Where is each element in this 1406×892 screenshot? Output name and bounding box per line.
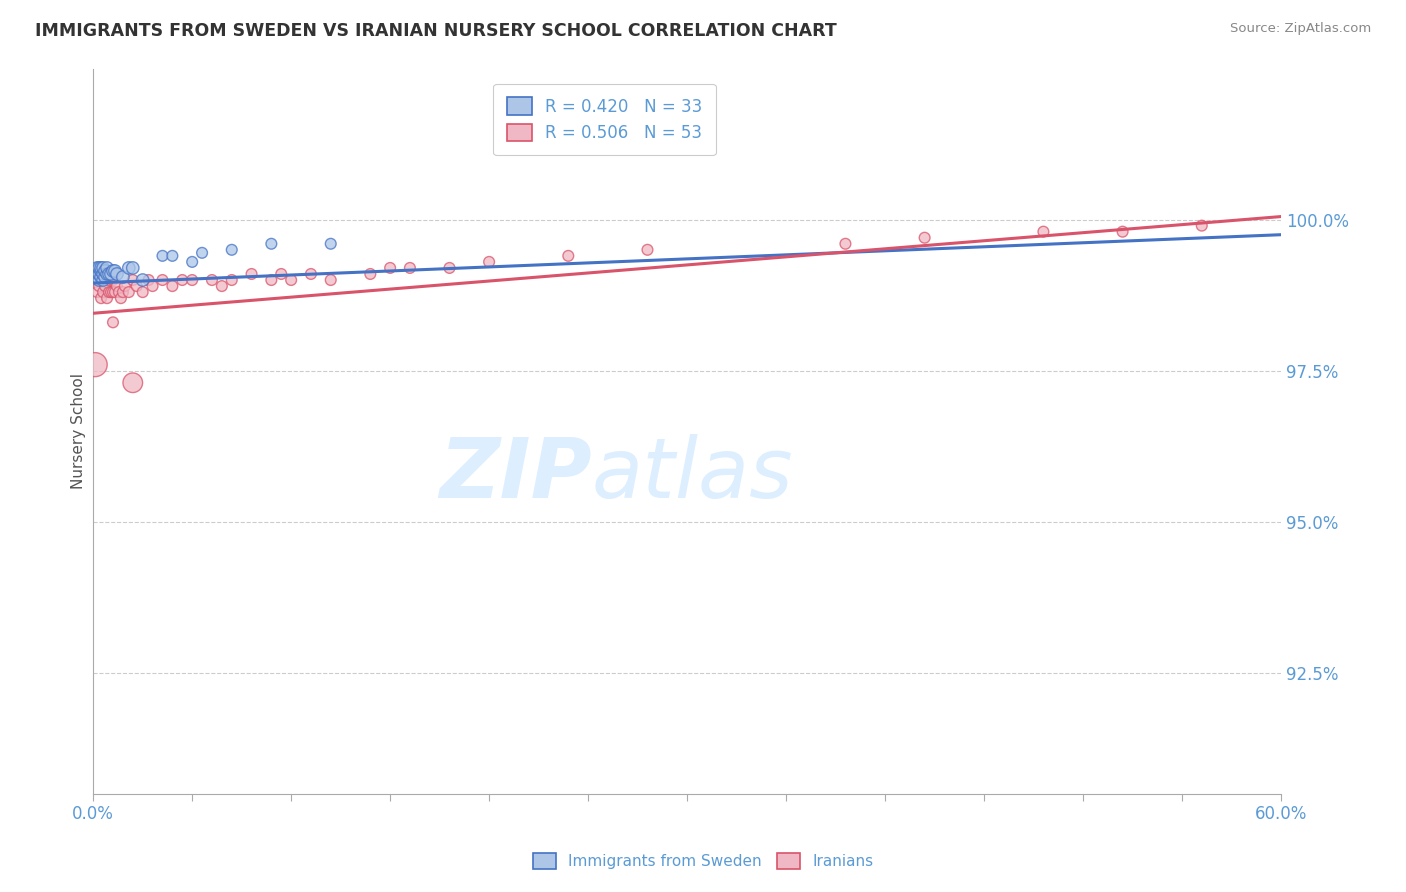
Point [162, 249, 184, 263]
Point [96, 267, 118, 281]
Point [152, 273, 174, 287]
Point [91, 273, 114, 287]
Point [89, 267, 111, 281]
Point [89, 260, 111, 275]
Point [90, 270, 112, 285]
Point [101, 315, 124, 329]
Point [90, 260, 112, 275]
Point [86, 264, 108, 278]
Point [221, 243, 243, 257]
Point [101, 273, 124, 287]
Point [91, 273, 114, 287]
Point [91, 285, 114, 299]
Point [84, 270, 107, 285]
Point [439, 260, 461, 275]
Text: IMMIGRANTS FROM SWEDEN VS IRANIAN NURSERY SCHOOL CORRELATION CHART: IMMIGRANTS FROM SWEDEN VS IRANIAN NURSER… [35, 22, 837, 40]
Point [221, 273, 243, 287]
Point [211, 279, 233, 293]
Point [260, 273, 283, 287]
Point [84, 358, 107, 372]
Point [201, 273, 224, 287]
Point [98, 285, 121, 299]
Point [270, 267, 292, 281]
Point [131, 285, 153, 299]
Point [131, 273, 153, 287]
Point [557, 249, 579, 263]
Point [104, 264, 127, 278]
Point [1111, 225, 1133, 239]
Point [172, 273, 194, 287]
Point [86, 285, 108, 299]
Text: ZIP: ZIP [440, 434, 592, 515]
Point [138, 273, 160, 287]
Point [319, 236, 342, 251]
Point [181, 273, 204, 287]
Point [98, 273, 121, 287]
Point [1032, 225, 1054, 239]
Point [378, 260, 401, 275]
Point [260, 236, 283, 251]
Point [104, 285, 127, 299]
Point [101, 264, 124, 278]
Point [94, 279, 117, 293]
Text: atlas: atlas [592, 434, 793, 515]
Point [100, 267, 122, 281]
Point [142, 279, 165, 293]
Point [100, 285, 122, 299]
Point [118, 285, 141, 299]
Point [110, 291, 132, 305]
Point [162, 279, 184, 293]
Point [86, 260, 108, 275]
Point [105, 267, 128, 281]
Point [114, 279, 136, 293]
Point [181, 255, 204, 269]
Point [94, 264, 117, 278]
Point [98, 267, 121, 281]
Point [108, 285, 131, 299]
Point [89, 279, 111, 293]
Legend: Immigrants from Sweden, Iranians: Immigrants from Sweden, Iranians [527, 847, 879, 875]
Y-axis label: Nursery School: Nursery School [72, 373, 86, 489]
Point [914, 231, 936, 245]
Point [121, 376, 143, 390]
Point [299, 267, 322, 281]
Point [91, 267, 114, 281]
Point [319, 273, 342, 287]
Point [152, 249, 174, 263]
Point [90, 291, 112, 305]
Point [86, 267, 108, 281]
Point [240, 267, 263, 281]
Point [101, 285, 124, 299]
Point [637, 243, 659, 257]
Point [89, 273, 111, 287]
Point [111, 270, 134, 285]
Point [121, 273, 143, 287]
Point [118, 260, 141, 275]
Point [94, 270, 117, 285]
Point [478, 255, 501, 269]
Point [1191, 219, 1213, 233]
Point [90, 273, 112, 287]
Point [191, 245, 214, 260]
Point [359, 267, 381, 281]
Point [834, 236, 856, 251]
Point [280, 273, 302, 287]
Point [96, 291, 118, 305]
Point [96, 260, 118, 275]
Point [125, 279, 148, 293]
Point [105, 279, 128, 293]
Legend: R = 0.420   N = 33, R = 0.506   N = 53: R = 0.420 N = 33, R = 0.506 N = 53 [494, 84, 716, 155]
Point [111, 285, 134, 299]
Point [91, 260, 114, 275]
Point [90, 264, 112, 278]
Text: Source: ZipAtlas.com: Source: ZipAtlas.com [1230, 22, 1371, 36]
Point [121, 260, 143, 275]
Point [399, 260, 422, 275]
